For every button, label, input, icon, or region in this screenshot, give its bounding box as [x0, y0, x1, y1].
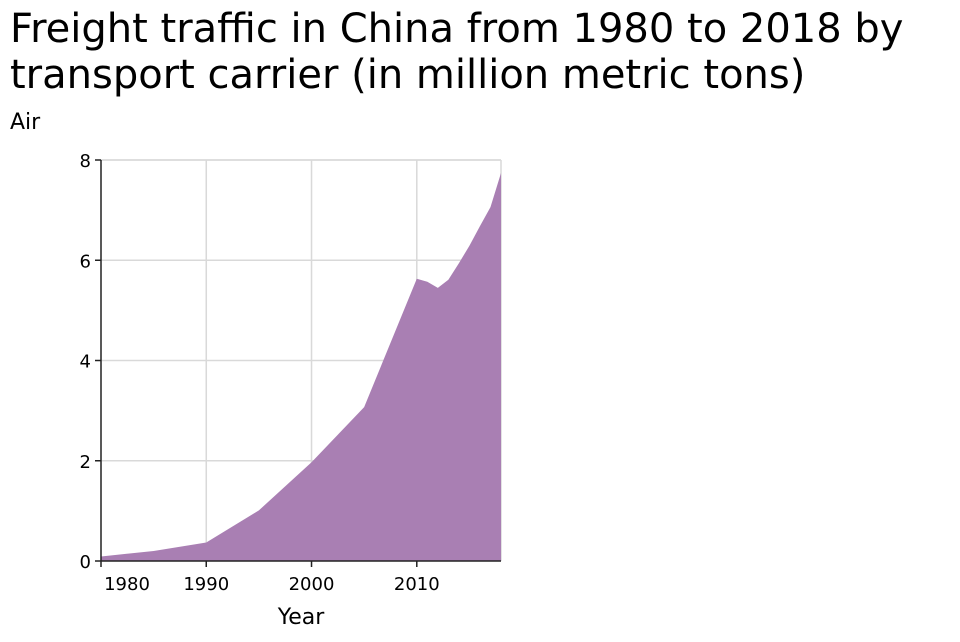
axes: 0 2 4 6 8 1980 1990 2000 2010 [80, 151, 501, 595]
y-tick-label: 8 [80, 151, 91, 172]
area-series [101, 173, 501, 561]
y-tick-label: 2 [80, 452, 91, 473]
y-tick-label: 4 [80, 352, 91, 373]
y-tick-label: 6 [80, 251, 91, 272]
x-tick-label: 1980 [104, 574, 150, 595]
y-tick-label: 0 [80, 552, 91, 573]
x-tick-label: 2000 [289, 574, 335, 595]
chart-title: Freight traffic in China from 1980 to 20… [10, 6, 904, 98]
x-tick-label: 1990 [183, 574, 229, 595]
x-tick-label: 2010 [394, 574, 440, 595]
y-axis-label: Air [10, 110, 41, 135]
x-axis-title: Year [277, 605, 326, 630]
